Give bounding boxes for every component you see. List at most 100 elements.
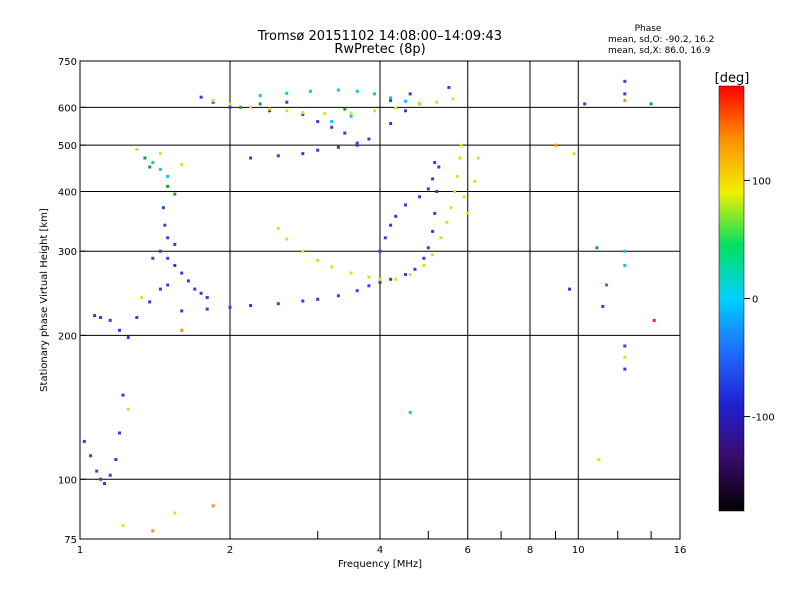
data-point	[173, 192, 177, 196]
data-point	[431, 229, 435, 233]
data-point	[426, 246, 430, 250]
data-point	[103, 482, 106, 485]
data-point	[367, 284, 371, 288]
data-point	[166, 236, 170, 240]
data-point	[367, 137, 371, 141]
data-point	[151, 161, 155, 164]
data-point	[118, 328, 121, 332]
data-point	[330, 265, 334, 269]
data-point	[623, 99, 627, 102]
data-point	[389, 122, 393, 125]
data-point	[228, 105, 232, 109]
data-point	[285, 91, 289, 95]
data-point	[186, 279, 190, 283]
data-point	[437, 165, 441, 169]
data-point	[173, 242, 177, 246]
data-point	[211, 504, 215, 508]
data-point	[108, 318, 112, 322]
data-point	[301, 152, 305, 156]
data-point	[173, 511, 177, 515]
data-point	[597, 458, 601, 461]
data-point	[173, 264, 177, 267]
data-point	[285, 237, 289, 241]
data-point	[205, 307, 209, 311]
data-point	[121, 524, 125, 528]
data-point	[276, 302, 280, 306]
data-point	[394, 277, 398, 281]
data-point	[180, 328, 184, 332]
data-point	[211, 99, 215, 102]
data-point	[431, 177, 435, 181]
data-point	[623, 79, 627, 83]
data-point	[268, 109, 271, 113]
data-point	[343, 131, 347, 135]
x-tick-label: 2	[227, 545, 233, 556]
data-point	[367, 275, 371, 279]
data-point	[108, 473, 112, 477]
data-point	[180, 309, 184, 313]
data-point	[601, 304, 605, 308]
colorbar-tick-label: -100	[752, 413, 775, 424]
data-point	[349, 111, 353, 115]
data-point	[285, 100, 289, 104]
data-point	[568, 287, 571, 291]
chart-title: Tromsø 20151102 14:08:00–14:09:43	[257, 29, 502, 44]
data-point	[422, 264, 426, 267]
data-point	[343, 107, 347, 111]
data-point	[308, 89, 312, 93]
data-point	[554, 143, 557, 147]
phase-stats-o: mean, sd,O: -90.2, 16.2	[608, 35, 714, 45]
data-point	[623, 344, 627, 348]
data-point	[623, 264, 627, 267]
y-tick-label: 750	[58, 57, 77, 68]
data-point	[143, 156, 147, 160]
data-point	[378, 281, 382, 284]
data-point	[316, 120, 320, 124]
data-point	[228, 102, 232, 106]
data-point	[355, 289, 359, 293]
phase-stats-x: mean, sd,X: 86.0, 16.9	[608, 46, 711, 56]
x-tick-label: 6	[465, 545, 471, 556]
colorbar-ticks: -100 0 100	[744, 176, 775, 424]
data-point	[451, 97, 455, 101]
data-point	[349, 114, 353, 118]
colorbar	[718, 85, 745, 512]
data-point	[595, 246, 599, 250]
x-tick-label: 4	[377, 545, 383, 556]
data-point	[148, 165, 152, 169]
data-point	[455, 175, 459, 178]
data-point	[199, 95, 203, 99]
data-point	[418, 195, 421, 199]
data-point	[180, 163, 184, 167]
data-point	[389, 223, 393, 227]
data-point	[258, 102, 262, 106]
data-point	[473, 179, 477, 183]
data-point	[418, 103, 421, 107]
data-point	[404, 203, 407, 207]
y-tick-label: 75	[64, 535, 77, 546]
data-point	[205, 296, 209, 299]
data-point	[652, 318, 656, 322]
data-point	[408, 273, 412, 277]
data-point	[447, 86, 451, 89]
data-point	[330, 120, 334, 124]
data-point	[355, 141, 359, 145]
x-tick-label: 10	[572, 545, 585, 556]
data-point	[330, 125, 334, 129]
x-tick-label: 8	[527, 545, 533, 556]
data-point	[158, 152, 162, 156]
colorbar-tick-label: 0	[752, 295, 758, 306]
data-point	[394, 214, 398, 218]
data-point	[336, 294, 340, 298]
data-point	[336, 88, 340, 92]
data-point	[413, 267, 417, 271]
data-point	[258, 94, 262, 98]
data-point	[389, 96, 393, 100]
data-point	[126, 336, 130, 339]
data-point	[623, 355, 627, 359]
data-point	[355, 89, 359, 93]
data-point	[394, 106, 398, 110]
data-point	[148, 300, 152, 304]
data-point	[445, 220, 449, 224]
